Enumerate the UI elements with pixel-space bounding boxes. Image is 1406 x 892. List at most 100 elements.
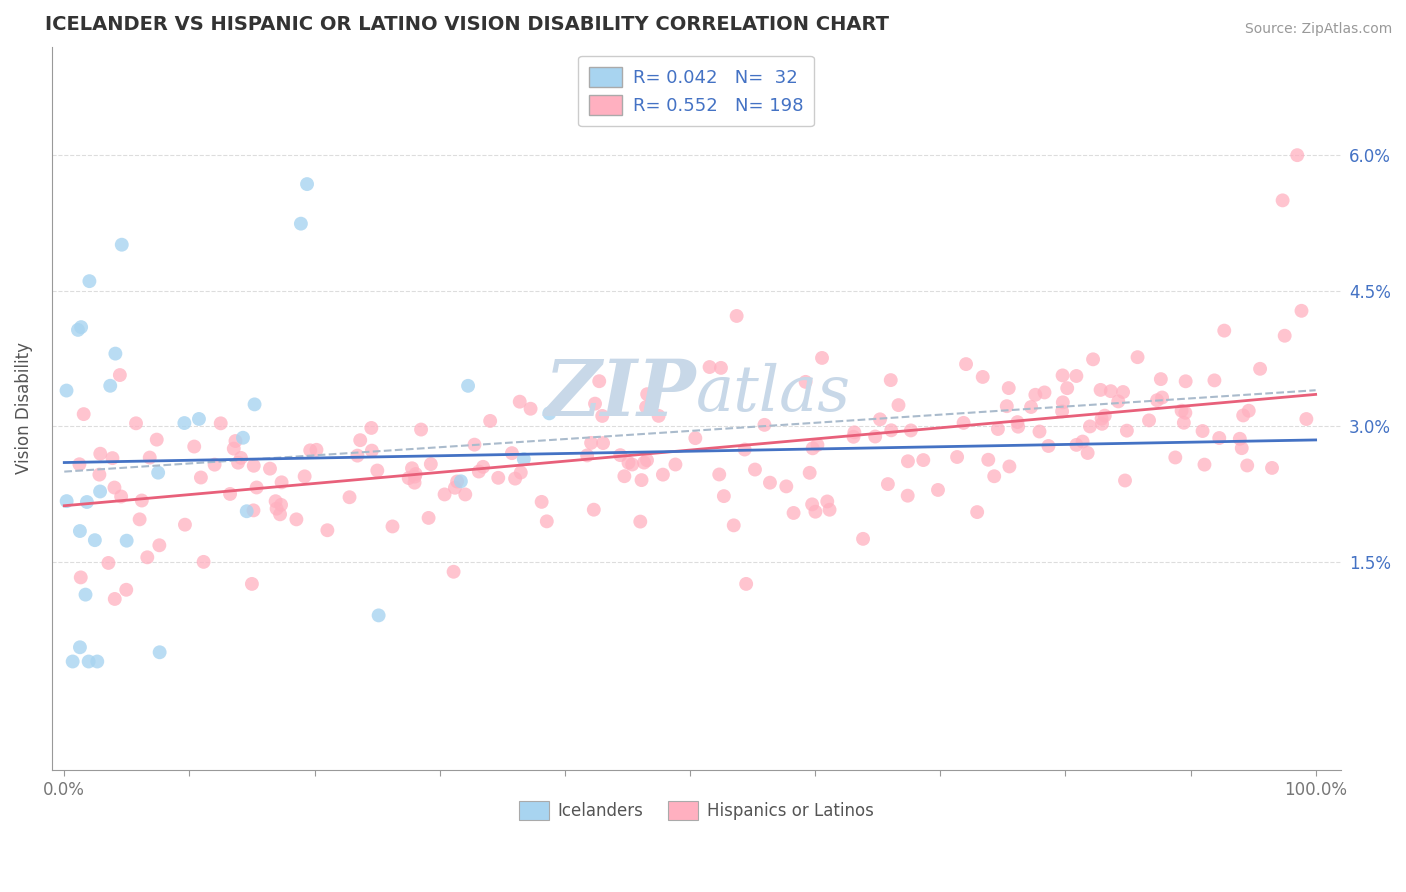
Point xyxy=(995,399,1018,413)
Point xyxy=(583,397,606,411)
Point xyxy=(444,481,467,495)
Point xyxy=(174,517,197,532)
Point xyxy=(588,374,610,388)
Point xyxy=(472,459,495,474)
Point xyxy=(1007,419,1029,434)
Point xyxy=(398,471,420,485)
Point xyxy=(98,378,121,392)
Point xyxy=(433,487,456,501)
Point xyxy=(457,379,479,393)
Point xyxy=(409,423,432,437)
Point xyxy=(305,442,328,457)
Point xyxy=(269,508,291,522)
Point xyxy=(801,442,824,456)
Point xyxy=(111,237,134,252)
Point xyxy=(636,387,658,401)
Point xyxy=(576,449,599,463)
Point xyxy=(79,274,101,288)
Point xyxy=(647,409,669,423)
Point xyxy=(582,502,605,516)
Point xyxy=(69,570,91,584)
Point xyxy=(630,473,652,487)
Point xyxy=(173,416,195,430)
Point xyxy=(1019,400,1042,414)
Point xyxy=(1112,384,1135,399)
Point xyxy=(636,400,658,414)
Point xyxy=(295,177,318,191)
Point xyxy=(709,467,731,482)
Point xyxy=(405,467,427,481)
Point xyxy=(952,416,974,430)
Point xyxy=(468,465,491,479)
Point xyxy=(1071,434,1094,449)
Text: Source: ZipAtlas.com: Source: ZipAtlas.com xyxy=(1244,22,1392,37)
Point xyxy=(1170,403,1192,417)
Point xyxy=(699,359,721,374)
Point xyxy=(294,469,316,483)
Point xyxy=(900,424,922,438)
Point xyxy=(108,368,131,382)
Point xyxy=(75,588,97,602)
Point xyxy=(1056,381,1078,395)
Point xyxy=(146,466,169,480)
Point xyxy=(259,461,281,475)
Point xyxy=(1050,404,1073,418)
Point xyxy=(972,370,994,384)
Point xyxy=(266,501,288,516)
Point xyxy=(463,437,485,451)
Point xyxy=(844,425,866,440)
Point xyxy=(381,519,404,533)
Point xyxy=(1174,374,1197,388)
Point xyxy=(486,471,509,485)
Point xyxy=(101,451,124,466)
Point xyxy=(69,524,91,538)
Point xyxy=(799,466,821,480)
Point xyxy=(801,497,824,511)
Point xyxy=(946,450,969,464)
Legend: Icelanders, Hispanics or Latinos: Icelanders, Hispanics or Latinos xyxy=(512,794,880,827)
Point xyxy=(1286,148,1309,162)
Point xyxy=(104,346,127,360)
Point xyxy=(242,503,264,517)
Point xyxy=(219,487,242,501)
Point xyxy=(842,430,865,444)
Point xyxy=(927,483,949,497)
Point xyxy=(880,373,903,387)
Point xyxy=(628,515,651,529)
Point xyxy=(1295,412,1317,426)
Point xyxy=(880,423,903,437)
Point xyxy=(998,459,1021,474)
Point xyxy=(1066,369,1088,384)
Point xyxy=(1038,439,1060,453)
Point xyxy=(966,505,988,519)
Point xyxy=(70,320,93,334)
Point xyxy=(190,470,212,484)
Point xyxy=(1090,411,1112,425)
Point xyxy=(633,456,655,470)
Point xyxy=(235,504,257,518)
Point xyxy=(76,495,98,509)
Point xyxy=(617,456,640,470)
Point xyxy=(811,351,834,365)
Point xyxy=(530,495,553,509)
Point xyxy=(997,381,1019,395)
Point xyxy=(815,494,838,508)
Point xyxy=(188,412,211,426)
Point xyxy=(1229,432,1251,446)
Point xyxy=(55,384,77,398)
Point xyxy=(1236,458,1258,473)
Point xyxy=(104,591,127,606)
Point xyxy=(404,469,426,483)
Point xyxy=(1173,416,1195,430)
Point xyxy=(1126,350,1149,364)
Point xyxy=(613,469,636,483)
Point xyxy=(299,443,322,458)
Point xyxy=(1232,409,1254,423)
Point xyxy=(863,429,886,443)
Point xyxy=(1024,388,1046,402)
Point xyxy=(519,401,541,416)
Point xyxy=(1107,394,1129,409)
Point xyxy=(1208,431,1230,445)
Point xyxy=(912,453,935,467)
Point xyxy=(115,533,138,548)
